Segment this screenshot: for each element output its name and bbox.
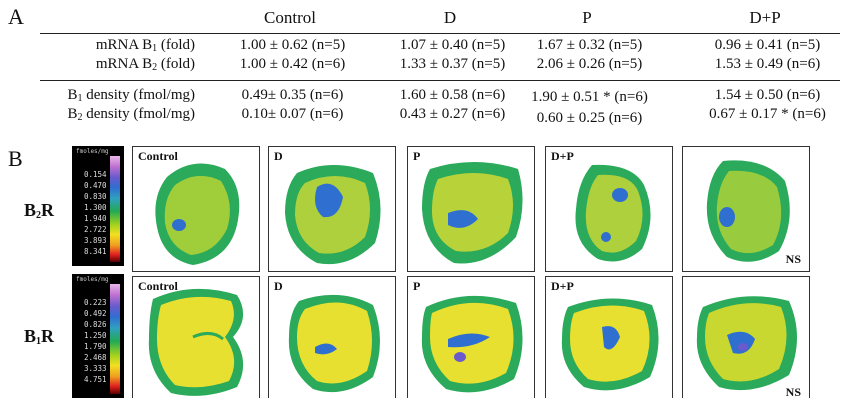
scale-tick: 3.893 bbox=[84, 236, 107, 245]
cell: 1.00 ± 0.62 (n=5) bbox=[239, 37, 346, 53]
cell: 0.96 ± 0.41 (n=5) bbox=[714, 37, 821, 53]
cell: 1.67 ± 0.32 (n=5) bbox=[536, 37, 643, 53]
scale-tick: 1.300 bbox=[84, 203, 107, 212]
scale-tick: 8.341 bbox=[84, 247, 107, 256]
scale-tick: 0.470 bbox=[84, 181, 107, 190]
row-name-b2r: B2R bbox=[24, 200, 55, 221]
frame-label: P bbox=[413, 279, 421, 293]
tissue-section-image bbox=[288, 294, 380, 393]
color-scale-bar bbox=[110, 156, 120, 262]
frame-label: Control bbox=[138, 149, 178, 163]
tissue-section-image bbox=[285, 165, 381, 265]
col-header-dp: D+P bbox=[749, 8, 781, 27]
tissue-section-image bbox=[422, 162, 523, 264]
cell: 0.49± 0.35 (n=6) bbox=[241, 87, 344, 103]
cell: 1.33 ± 0.37 (n=5) bbox=[399, 56, 506, 72]
scale-tick: 1.790 bbox=[84, 342, 107, 351]
col-header-control: Control bbox=[264, 8, 316, 27]
row-label-mrna-b2: mRNA B2 (fold) bbox=[95, 56, 195, 73]
autoradiograph-b2r-d: D bbox=[268, 146, 396, 272]
row-name-b1r: B1R bbox=[24, 326, 55, 347]
cell: 1.00 ± 0.42 (n=6) bbox=[239, 56, 346, 72]
autoradiograph-b1r-dp: D+P bbox=[545, 276, 673, 398]
autoradiograph-b1r-p: P bbox=[407, 276, 535, 398]
tissue-section-image bbox=[148, 288, 244, 396]
autoradiograph-b2r-ns: NS bbox=[682, 146, 810, 272]
autoradiograph-b1r-d: D bbox=[268, 276, 396, 398]
autoradiograph-b1r-control: Control bbox=[132, 276, 260, 398]
color-scale-b2r: fmoles/mg 0.154 0.470 0.830 1.300 1.940 … bbox=[72, 146, 124, 266]
frame-label: D bbox=[274, 149, 283, 163]
cell: 1.07 ± 0.40 (n=5) bbox=[399, 37, 506, 53]
scale-unit: fmoles/mg bbox=[76, 148, 109, 155]
cell: 0.10± 0.07 (n=6) bbox=[241, 106, 344, 122]
frame-label: D+P bbox=[551, 149, 574, 163]
scale-tick: 3.333 bbox=[84, 364, 107, 373]
autoradiograph-b2r-dp: D+P bbox=[545, 146, 673, 272]
scale-tick: 2.722 bbox=[84, 225, 107, 234]
autoradiograph-b1r-ns: NS bbox=[682, 276, 810, 399]
cell: 1.54 ± 0.50 (n=6) bbox=[714, 87, 821, 103]
scale-unit: fmoles/mg bbox=[76, 276, 109, 283]
table-rule-top bbox=[40, 33, 840, 34]
row-label-b1-density: B1 density (fmol/mg) bbox=[67, 87, 195, 104]
ns-label: NS bbox=[785, 252, 801, 266]
tissue-section-image bbox=[696, 296, 797, 391]
cell: 0.67 ± 0.17 * (n=6) bbox=[709, 106, 826, 122]
col-header-p: P bbox=[582, 8, 592, 27]
scale-tick: 2.468 bbox=[84, 353, 107, 362]
col-header-d: D bbox=[443, 8, 457, 27]
tissue-section-image bbox=[575, 164, 651, 262]
autoradiograph-b2r-control: Control bbox=[132, 146, 260, 272]
cell: 0.60 ± 0.25 (n=6) bbox=[536, 110, 643, 126]
frame-label: P bbox=[413, 149, 421, 163]
frame-label: D bbox=[274, 279, 283, 293]
cell: 1.90 ± 0.51 * (n=6) bbox=[531, 89, 648, 105]
tissue-section-image bbox=[706, 160, 790, 262]
scale-tick: 0.223 bbox=[84, 298, 107, 307]
color-scale-bar bbox=[110, 284, 120, 394]
scale-tick: 0.154 bbox=[84, 170, 107, 179]
tissue-section-image bbox=[561, 298, 659, 391]
scale-tick: 0.830 bbox=[84, 192, 107, 201]
scale-tick: 0.826 bbox=[84, 320, 107, 329]
panel-b-letter: B bbox=[8, 146, 23, 171]
frame-label: D+P bbox=[551, 279, 574, 293]
ns-label: NS bbox=[785, 385, 801, 399]
tissue-section-image bbox=[421, 295, 523, 393]
frame-label: Control bbox=[138, 279, 178, 293]
scale-tick: 4.751 bbox=[84, 375, 107, 384]
autoradiograph-b2r-p: P bbox=[407, 146, 535, 272]
scale-tick: 1.940 bbox=[84, 214, 107, 223]
row-label-b2-density: B2 density (fmol/mg) bbox=[67, 106, 195, 123]
panel-a-letter: A bbox=[8, 4, 24, 29]
scale-tick: 0.492 bbox=[84, 309, 107, 318]
row-label-mrna-b1: mRNA B1 (fold) bbox=[95, 37, 195, 54]
table-rule-middle bbox=[40, 80, 840, 81]
scale-tick: 1.250 bbox=[84, 331, 107, 340]
tissue-section-image bbox=[155, 163, 240, 265]
cell: 0.43 ± 0.27 (n=6) bbox=[399, 106, 506, 122]
color-scale-b1r: fmoles/mg 0.223 0.492 0.826 1.250 1.790 … bbox=[72, 274, 124, 398]
cell: 1.53 ± 0.49 (n=6) bbox=[714, 56, 821, 72]
cell: 1.60 ± 0.58 (n=6) bbox=[399, 87, 506, 103]
cell: 2.06 ± 0.26 (n=5) bbox=[536, 56, 643, 72]
